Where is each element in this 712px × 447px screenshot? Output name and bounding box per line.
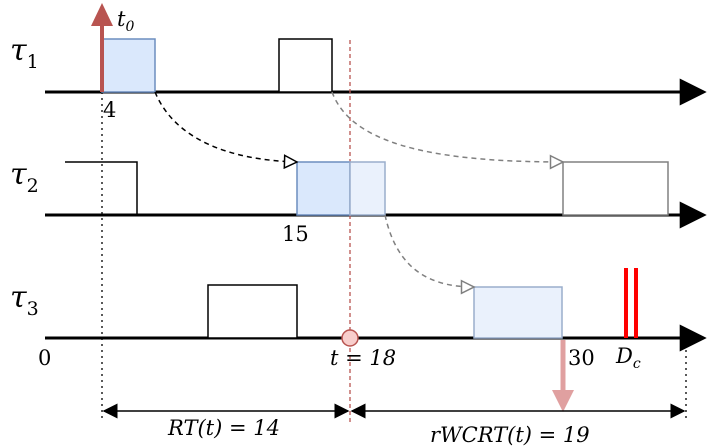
release-label: t0 xyxy=(117,7,134,35)
tau2-job-highlighted xyxy=(296,161,351,216)
task-label-tau1: τ1 xyxy=(10,33,39,73)
task-label-tau3: τ3 xyxy=(10,280,39,320)
rt-label: RT(t) = 14 xyxy=(167,416,280,440)
current-time-label: t = 18 xyxy=(330,346,396,370)
tau2-job-partial xyxy=(65,161,138,215)
thirty-label: 30 xyxy=(568,346,595,370)
tau1-job-2 xyxy=(278,38,333,93)
tau3-job-1 xyxy=(207,284,298,339)
tau1-value-label: 4 xyxy=(103,98,116,122)
origin-label: 0 xyxy=(38,346,51,370)
dependency-arrow-tau1-tau2-future xyxy=(331,91,563,162)
finish-arrow-icon xyxy=(552,390,574,412)
current-time-marker xyxy=(341,329,359,347)
dependency-arrow-tau2-tau3 xyxy=(384,214,474,287)
tau2-value-label: 15 xyxy=(282,222,309,246)
release-arrow-icon xyxy=(91,3,113,26)
tau2-job-future xyxy=(562,161,669,216)
tau3-job-future xyxy=(473,286,563,339)
tau2-job-highlighted-remaining xyxy=(349,161,386,216)
task-label-tau2: τ2 xyxy=(10,157,39,197)
tau1-job-highlighted xyxy=(101,38,156,93)
rwcrt-label: rWCRT(t) = 19 xyxy=(430,423,590,447)
dependency-arrow-tau1-tau2 xyxy=(154,91,297,162)
deadline-label: Dc xyxy=(615,344,641,372)
